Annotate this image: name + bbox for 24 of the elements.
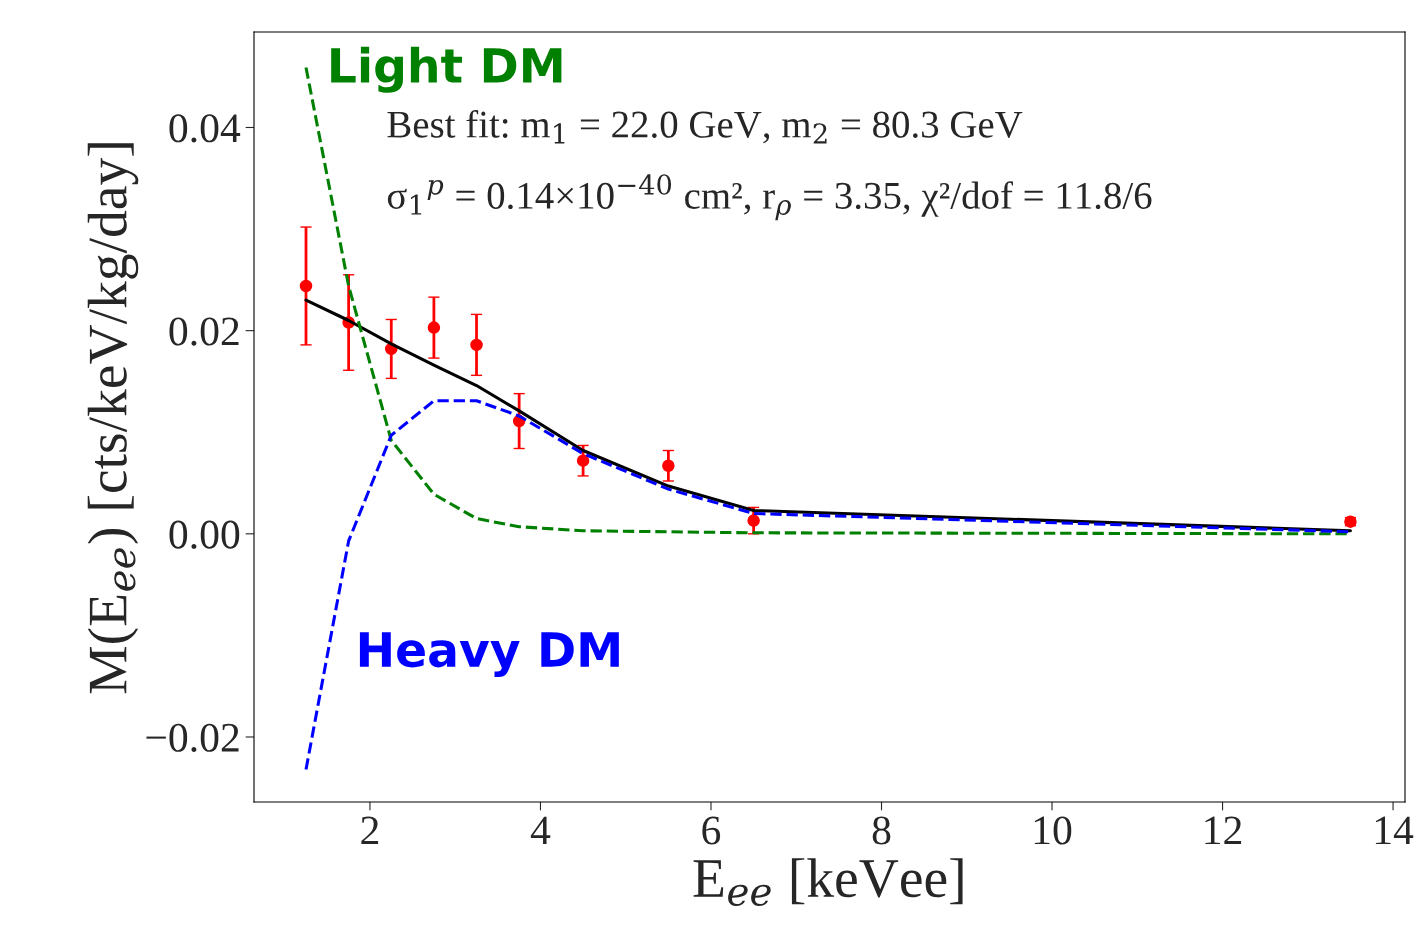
x-tick-label: 8 [872,816,891,845]
y-tick-label: 0.04 [169,114,241,143]
y-axis-title: M(E$_{ee}$) [cts/keV/kg/day] [87,143,139,694]
point [470,338,483,352]
x-tick-label: 14 [1375,816,1414,845]
point [299,279,313,293]
x-tick-label: 6 [702,816,721,845]
point [747,514,760,527]
x-axis-title: E$_{ee}$ [keVee] [693,858,963,906]
annotation: σ$_{1}$$^{p}$ = 0.14×10$^{−40}$ cm², r$_{ρ}$ = 3.35, χ²/dof = 11.8/6 [387,174,1152,221]
y-tick-label: 0.02 [169,317,239,346]
y-tick-label: −0.02 [146,723,239,753]
series-label: Heavy DM [359,632,619,677]
point [576,454,590,467]
series-label: Light DM [331,46,562,93]
line-series [304,298,1352,533]
annotation: Best fit: m$_{1}$ = 22.0 GeV, m$_{2}$ = 80.3 GeV [387,109,1023,144]
x-tick-label: 2 [361,816,379,845]
point [427,321,441,334]
y-tick-label: 0.00 [169,520,240,549]
x-tick-label: 12 [1205,816,1242,845]
x-tick-label: 4 [530,816,551,845]
x-tick-label: 10 [1034,816,1072,845]
point [662,459,675,473]
